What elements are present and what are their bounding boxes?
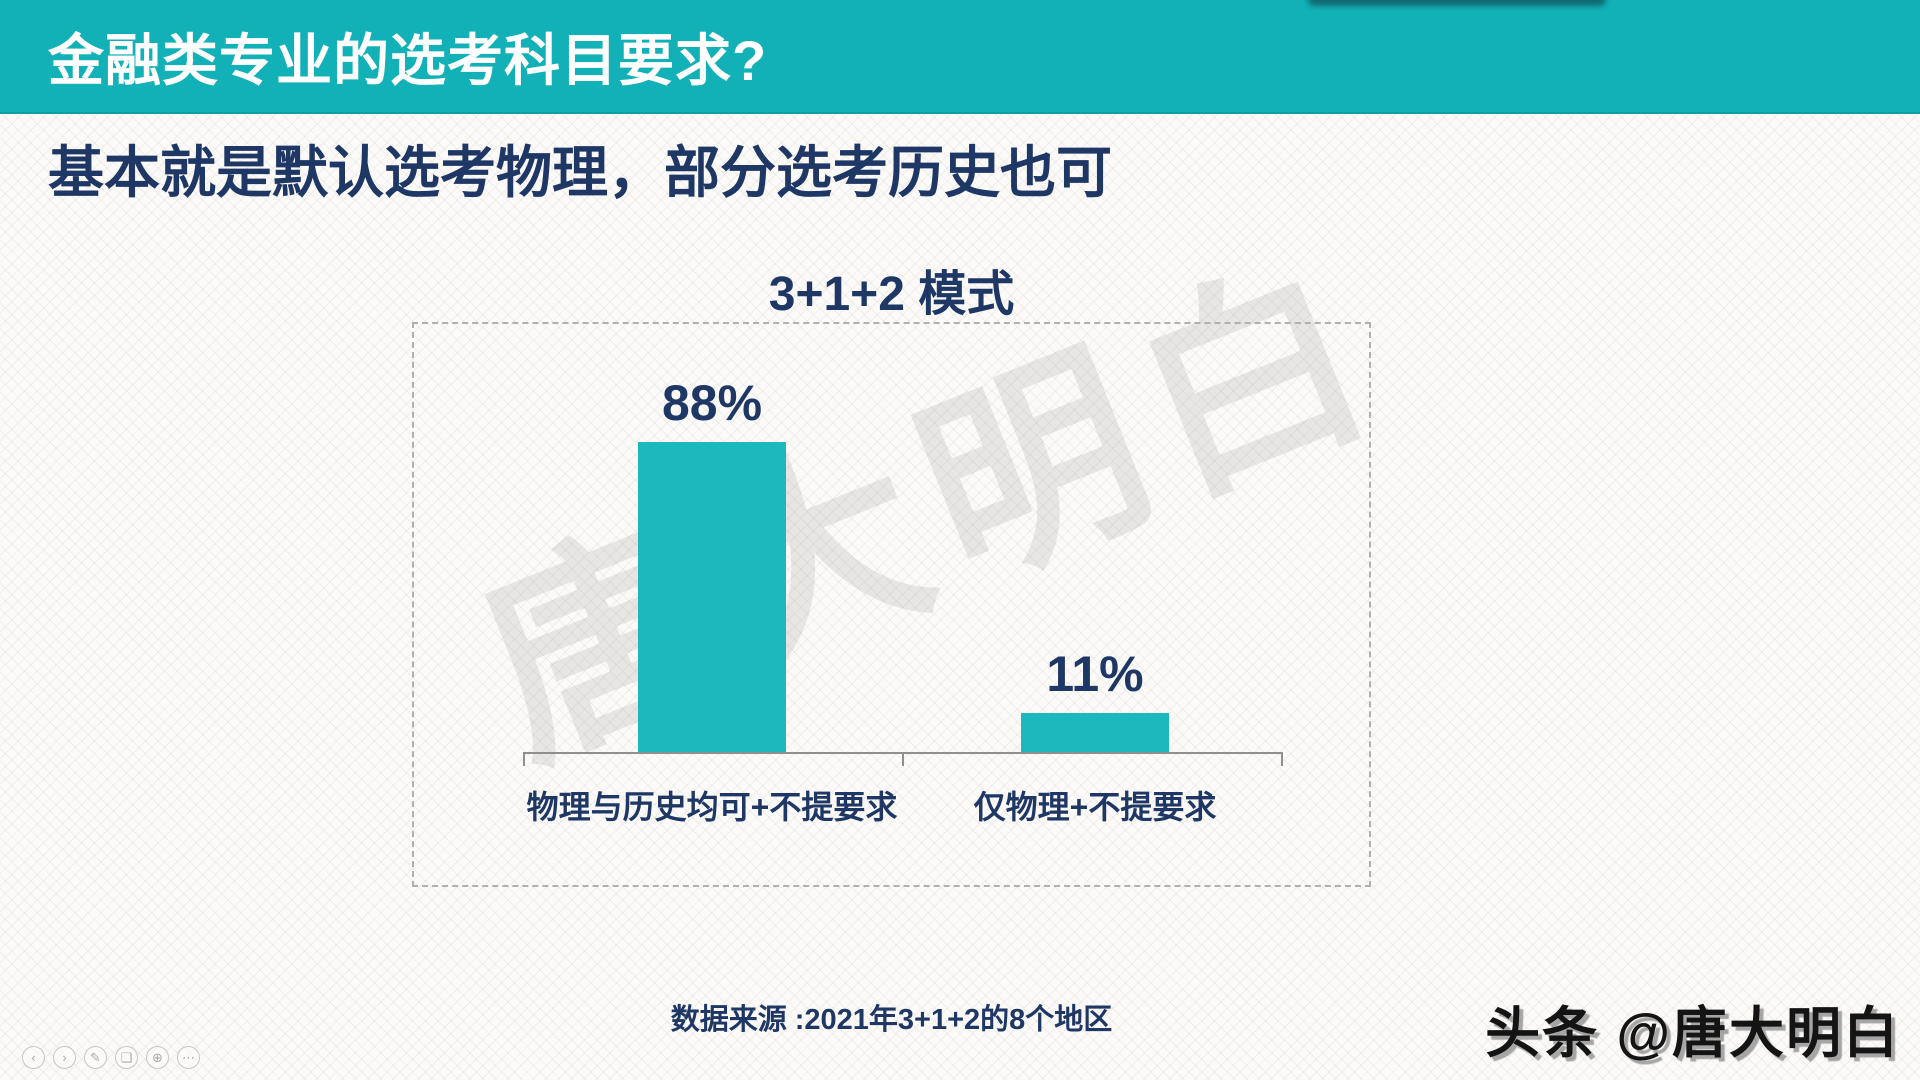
- slide-header-band: 金融类专业的选考科目要求?: [0, 0, 1920, 114]
- offscreen-panel-shadow: [1308, 0, 1606, 6]
- data-source-note: 数据来源 :2021年3+1+2的8个地区: [670, 1004, 1113, 1036]
- slides-panel-icon[interactable]: ❑: [115, 1046, 138, 1069]
- chart-dashed-frame: [412, 322, 1371, 887]
- next-slide-icon[interactable]: ›: [53, 1046, 76, 1069]
- presenter-toolbar: ‹ › ✎ ❑ ⊕ ⋯: [22, 1046, 200, 1069]
- category-label-physics-or-history: 物理与历史均可+不提要求: [526, 789, 898, 825]
- bar-value-label: 11%: [1046, 646, 1144, 702]
- author-credit-watermark: 头条 @唐大明白: [1485, 1002, 1900, 1064]
- x-axis-tick: [523, 753, 525, 766]
- previous-slide-icon[interactable]: ‹: [22, 1046, 45, 1069]
- slide-title: 金融类专业的选考科目要求?: [48, 28, 768, 92]
- chart-title: 3+1+2 模式: [768, 268, 1015, 321]
- x-axis-tick: [1281, 753, 1283, 766]
- more-tools-icon[interactable]: ⋯: [177, 1046, 200, 1069]
- bar-value-label: 88%: [661, 375, 763, 431]
- bar-physics-only: [1021, 713, 1169, 752]
- magnifier-icon[interactable]: ⊕: [146, 1046, 169, 1069]
- slide-subtitle: 基本就是默认选考物理，部分选考历史也可: [48, 141, 1112, 204]
- x-axis-tick: [902, 753, 904, 766]
- pen-icon[interactable]: ✎: [84, 1046, 107, 1069]
- bar-physics-or-history: [638, 442, 786, 752]
- category-label-physics-only: 仅物理+不提要求: [973, 789, 1217, 825]
